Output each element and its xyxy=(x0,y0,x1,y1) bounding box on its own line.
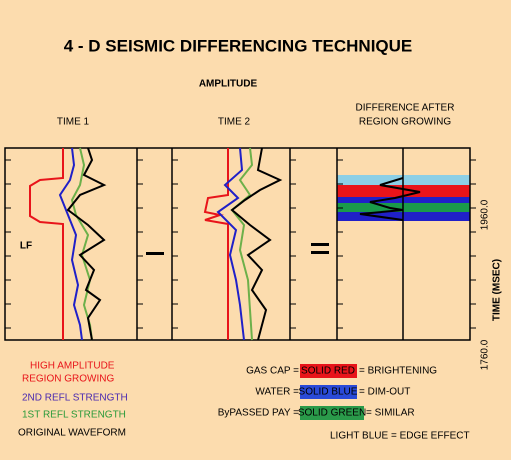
panel-label: DIFFERENCE AFTER xyxy=(356,103,455,114)
legend-text: GAS CAP = xyxy=(246,366,299,377)
legend-text: HIGH AMPLITUDE xyxy=(30,361,115,372)
green-trace xyxy=(70,147,93,341)
legend-swatch xyxy=(300,385,357,399)
panel-label: TIME 1 xyxy=(57,117,90,128)
legend-text: SOLID BLUE xyxy=(299,387,358,398)
legend-text: LIGHT BLUE = EDGE EFFECT xyxy=(330,431,470,442)
blue-trace xyxy=(216,147,245,341)
legend-text: = DIM-OUT xyxy=(359,387,410,398)
tick-marks xyxy=(5,159,476,329)
frame-border xyxy=(4,147,471,341)
panel-label: TIME 2 xyxy=(218,117,251,128)
legend-text: = BRIGHTENING xyxy=(359,366,437,377)
legend-text: REGION GROWING xyxy=(22,374,114,385)
subtitle: AMPLITUDE xyxy=(199,79,258,90)
lf-label: LF xyxy=(20,241,32,252)
black-trace xyxy=(66,147,107,341)
legend-text: WATER = xyxy=(255,387,299,398)
legend-text: SOLID RED xyxy=(301,366,355,377)
legend-text: ByPASSED PAY = xyxy=(218,408,299,419)
title: 4 - D SEISMIC DIFFERENCING TECHNIQUE xyxy=(64,36,413,55)
legend-text: 1ST REFL STRENGTH xyxy=(22,410,126,421)
red-trace xyxy=(29,148,64,340)
frame xyxy=(4,147,471,341)
green-trace xyxy=(230,147,254,341)
equals-sign xyxy=(311,251,329,254)
equals-sign xyxy=(311,243,329,246)
black-trace xyxy=(230,147,283,341)
axis-label: TIME (MSEC) xyxy=(492,259,503,321)
legend-swatch xyxy=(300,364,357,378)
axis-tick-label: 1960.0 xyxy=(480,199,491,230)
red-trace xyxy=(203,148,229,340)
legend-text: = SIMILAR xyxy=(366,408,415,419)
panel-label: REGION GROWING xyxy=(359,117,451,128)
legend-text: ORIGINAL WAVEFORM xyxy=(18,428,126,439)
legend-text: 2ND REFL STRENGTH xyxy=(22,393,128,404)
axis-tick-label: 1760.0 xyxy=(480,339,491,370)
difference-trace xyxy=(359,177,421,221)
minus-sign xyxy=(146,252,164,255)
legend-text: SOLID GREEN xyxy=(298,408,366,419)
blue-trace xyxy=(58,147,83,341)
legend-swatch xyxy=(300,406,364,420)
